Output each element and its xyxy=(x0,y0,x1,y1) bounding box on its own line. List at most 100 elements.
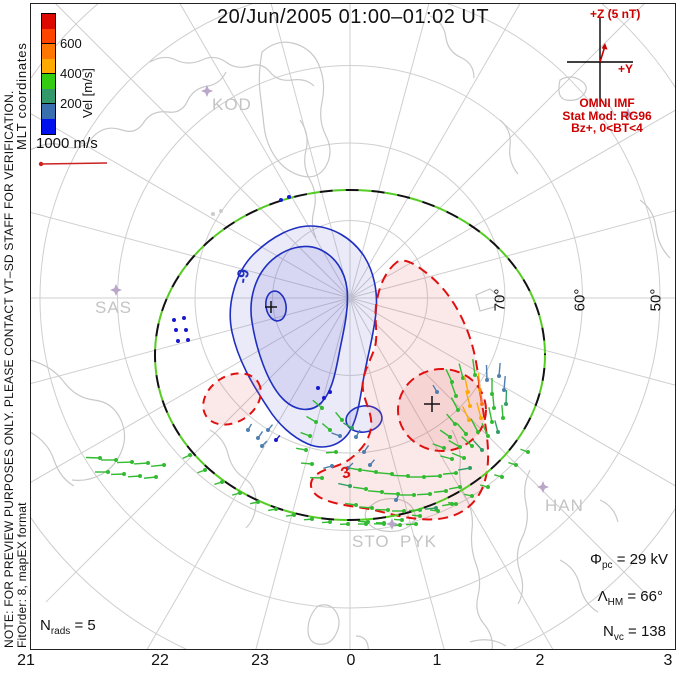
boundary-velocity-vector-tail xyxy=(232,492,241,496)
radar-star-icon xyxy=(537,481,549,493)
mlt-hour-label: 3 xyxy=(663,652,673,669)
velocity-vector-tail xyxy=(432,384,438,393)
velocity-vector-tail xyxy=(491,391,495,409)
grid-mlt-meridian xyxy=(349,210,675,299)
velocity-vector-tail xyxy=(461,436,473,447)
coastline-path xyxy=(451,429,493,649)
radar-star-icon xyxy=(110,284,122,296)
stat-nrads: Nrads = 5 xyxy=(40,617,96,637)
grid-mlt-meridian xyxy=(146,297,351,649)
velocity-vector-tail xyxy=(472,359,476,376)
velocity-vector-tail xyxy=(335,411,343,421)
velocity-vector-tail xyxy=(342,422,353,429)
velocity-vector-dot xyxy=(328,390,332,394)
contour-positive-inner xyxy=(397,368,487,452)
velocity-vector-tail xyxy=(133,462,149,465)
velocity-vector-tail xyxy=(143,476,157,479)
velocity-vector-tail xyxy=(369,459,376,466)
grid-mlt-meridian xyxy=(30,297,351,385)
grid-mlt-meridian xyxy=(349,297,675,386)
boundary-velocity-vector-tail xyxy=(393,518,403,521)
colorbar-tick-200: 200 xyxy=(60,96,82,111)
coastline-path xyxy=(30,359,126,481)
velocity-vector-tail xyxy=(472,439,483,451)
imf-dial-icon xyxy=(567,18,633,106)
stat-lambda-subscript: HM xyxy=(607,597,624,608)
velocity-vector-tail xyxy=(357,520,369,523)
velocity-vector-dot xyxy=(172,318,176,322)
velocity-vector-tail xyxy=(306,415,317,423)
potential-contours-layer xyxy=(202,225,490,521)
velocity-vector-tail xyxy=(498,362,501,377)
coastline-path xyxy=(639,199,671,259)
velocity-vector-tail xyxy=(442,472,457,475)
coastline-path xyxy=(516,469,531,605)
colorbar-segment xyxy=(42,89,55,104)
imf-z-label: +Z (5 nT) xyxy=(590,7,641,21)
stat-phi-symbol: Φ xyxy=(590,551,602,568)
coastline-path xyxy=(499,119,519,175)
grid-mlt-meridian xyxy=(30,112,351,299)
velocity-vector-tail xyxy=(347,462,354,469)
coastline-path xyxy=(558,76,587,101)
preview-note: NOTE: FOR PREVIEW PURPOSES ONLY. PLEASE … xyxy=(2,90,16,649)
boundary-velocity-vector-tail xyxy=(321,521,331,524)
velocity-vector-dot xyxy=(316,386,320,390)
velocity-vector-tail xyxy=(503,375,506,391)
coastline-path xyxy=(475,288,501,312)
velocity-vector-tail xyxy=(261,440,268,447)
plot-frame xyxy=(30,3,676,650)
grid-mlt-meridian xyxy=(179,3,351,299)
velocity-vector-tail xyxy=(300,462,313,465)
contour-value-label: -9 xyxy=(234,268,253,285)
coastline-path xyxy=(429,15,475,79)
boundary-velocity-vector-tail xyxy=(214,481,223,486)
mlt-hour-label: 2 xyxy=(535,652,545,669)
velocity-vector-tail xyxy=(478,387,483,405)
grid-mlt-meridian xyxy=(45,297,351,603)
boundary-velocity-vector-tail xyxy=(429,509,439,512)
velocity-vector-tail xyxy=(296,447,307,451)
velocity-vector-tail xyxy=(376,471,393,475)
stat-phi-subscript: pc xyxy=(601,560,613,571)
grid-mlt-meridian xyxy=(349,297,554,649)
velocity-vector-tail xyxy=(445,369,453,383)
velocity-vector-tail xyxy=(432,443,445,449)
grid-mlt-meridian xyxy=(349,3,521,299)
velocity-vector-tail xyxy=(424,507,437,510)
stat-nvc: Nvc = 138 xyxy=(603,623,666,643)
coastline-path xyxy=(30,431,75,487)
coastline-dot xyxy=(211,212,215,216)
velocity-vector-tail xyxy=(416,493,431,496)
velocity-vector-tail xyxy=(448,439,461,448)
stat-phi-pc: Φpc = 29 kV xyxy=(590,551,668,571)
velocity-colorbar xyxy=(41,13,56,135)
velocity-vector-tail xyxy=(392,474,409,477)
velocity-vector-dot xyxy=(186,338,190,342)
station-label: HAN xyxy=(545,496,584,515)
velocity-vector-tail xyxy=(470,418,479,433)
velocity-vector-tail xyxy=(456,422,467,435)
velocity-vector-tail xyxy=(462,406,470,421)
velocity-vector-tail xyxy=(494,420,499,433)
velocity-vector-tail xyxy=(325,451,337,454)
velocity-vector-tail xyxy=(463,376,469,393)
coastline-path xyxy=(30,71,227,151)
velocity-vector-tail xyxy=(116,461,133,464)
station-label: SAS xyxy=(95,298,132,317)
colorbar-label: Vel [m/s] xyxy=(80,68,95,118)
velocity-vector-tail xyxy=(450,381,457,397)
velocity-vector-tail xyxy=(501,404,504,419)
imf-y-label: +Y xyxy=(618,62,634,76)
velocity-vector-dot xyxy=(176,339,180,343)
velocity-vector-tail xyxy=(439,429,451,438)
coastline-path xyxy=(599,99,615,117)
stat-lambda-hm: ΛHM = 66° xyxy=(598,588,663,608)
coordinates-note: MLT coordinates xyxy=(14,42,29,150)
coastline-path xyxy=(258,41,331,178)
colorbar-segment xyxy=(42,74,55,89)
stat-nrads-subscript: rads xyxy=(50,626,71,637)
